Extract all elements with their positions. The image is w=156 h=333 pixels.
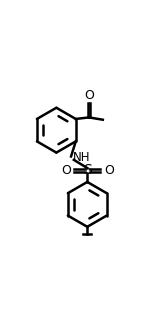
Text: S: S [83,164,92,177]
Text: NH: NH [73,152,91,165]
Text: O: O [84,89,94,102]
Text: O: O [61,164,71,177]
Text: O: O [104,164,114,177]
